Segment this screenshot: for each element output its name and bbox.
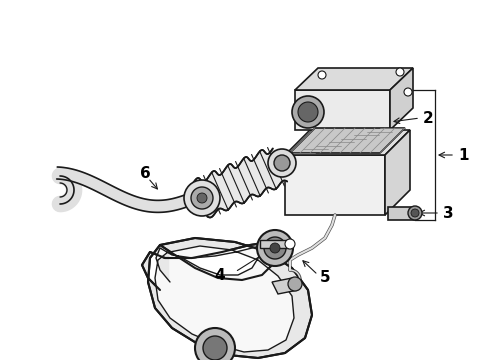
Polygon shape xyxy=(57,167,207,212)
Polygon shape xyxy=(295,68,413,90)
Circle shape xyxy=(270,243,280,253)
Circle shape xyxy=(203,336,227,360)
Circle shape xyxy=(195,328,235,360)
Polygon shape xyxy=(260,240,292,248)
Circle shape xyxy=(288,277,302,291)
Circle shape xyxy=(264,237,286,259)
Circle shape xyxy=(268,149,296,177)
Text: 4: 4 xyxy=(215,267,225,283)
Polygon shape xyxy=(385,130,410,215)
Circle shape xyxy=(411,209,419,217)
Circle shape xyxy=(257,230,293,266)
Polygon shape xyxy=(390,68,413,130)
Text: 6: 6 xyxy=(140,166,150,180)
Circle shape xyxy=(274,155,290,171)
Polygon shape xyxy=(295,90,390,130)
Circle shape xyxy=(396,68,404,76)
Polygon shape xyxy=(155,246,294,352)
Polygon shape xyxy=(388,207,415,220)
Text: 5: 5 xyxy=(320,270,331,285)
Circle shape xyxy=(184,180,220,216)
Text: 1: 1 xyxy=(458,148,468,162)
Polygon shape xyxy=(285,130,410,155)
Polygon shape xyxy=(285,155,385,215)
Circle shape xyxy=(285,239,295,249)
Circle shape xyxy=(404,88,412,96)
Text: 2: 2 xyxy=(423,111,434,126)
Text: 3: 3 xyxy=(443,206,454,220)
Circle shape xyxy=(292,96,324,128)
Circle shape xyxy=(197,193,207,203)
Polygon shape xyxy=(193,149,287,217)
Circle shape xyxy=(191,187,213,209)
Polygon shape xyxy=(290,128,405,153)
Circle shape xyxy=(298,102,318,122)
Circle shape xyxy=(318,71,326,79)
Polygon shape xyxy=(142,238,312,358)
Polygon shape xyxy=(272,278,298,294)
Circle shape xyxy=(408,206,422,220)
